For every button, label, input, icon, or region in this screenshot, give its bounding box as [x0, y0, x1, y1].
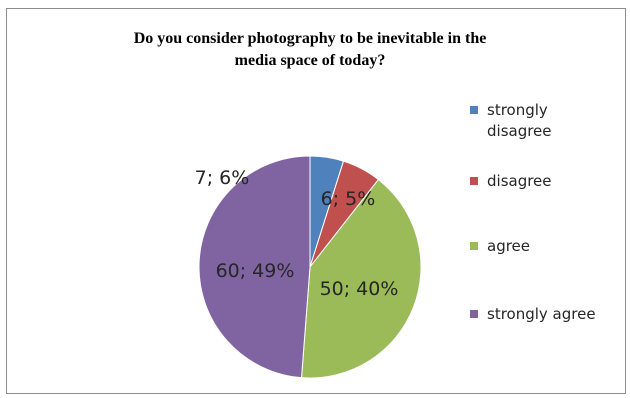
data-label-disagree: 6; 5% — [321, 188, 376, 210]
legend-swatch-agree — [470, 242, 478, 250]
pie-data-labels: 6; 5% 50; 40% 60; 49% 7; 6% — [195, 167, 399, 300]
data-label-strongly-disagree: 7; 6% — [195, 167, 250, 189]
pie-slice-strongly-agree — [198, 155, 311, 379]
chart-title-line-1: Do you consider photography to be inevit… — [133, 30, 487, 47]
data-label-strongly-agree: 60; 49% — [216, 260, 295, 282]
legend-label-disagree: disagree — [487, 172, 552, 190]
pie-slice-agree — [300, 178, 422, 379]
chart-title: Do you consider photography to be inevit… — [40, 28, 580, 72]
pie-slices — [198, 155, 422, 379]
chart-title-line-2: media space of today? — [234, 52, 386, 69]
data-label-agree: 50; 40% — [320, 278, 399, 300]
legend-swatch-disagree — [470, 177, 478, 185]
legend-swatch-strongly-agree — [470, 310, 478, 318]
legend-swatch-strongly-disagree — [470, 106, 478, 114]
legend-label-strongly-agree: strongly agree — [487, 305, 596, 323]
legend-label-strongly-disagree: strongly disagree — [487, 101, 552, 140]
legend-label-agree: agree — [487, 237, 531, 255]
